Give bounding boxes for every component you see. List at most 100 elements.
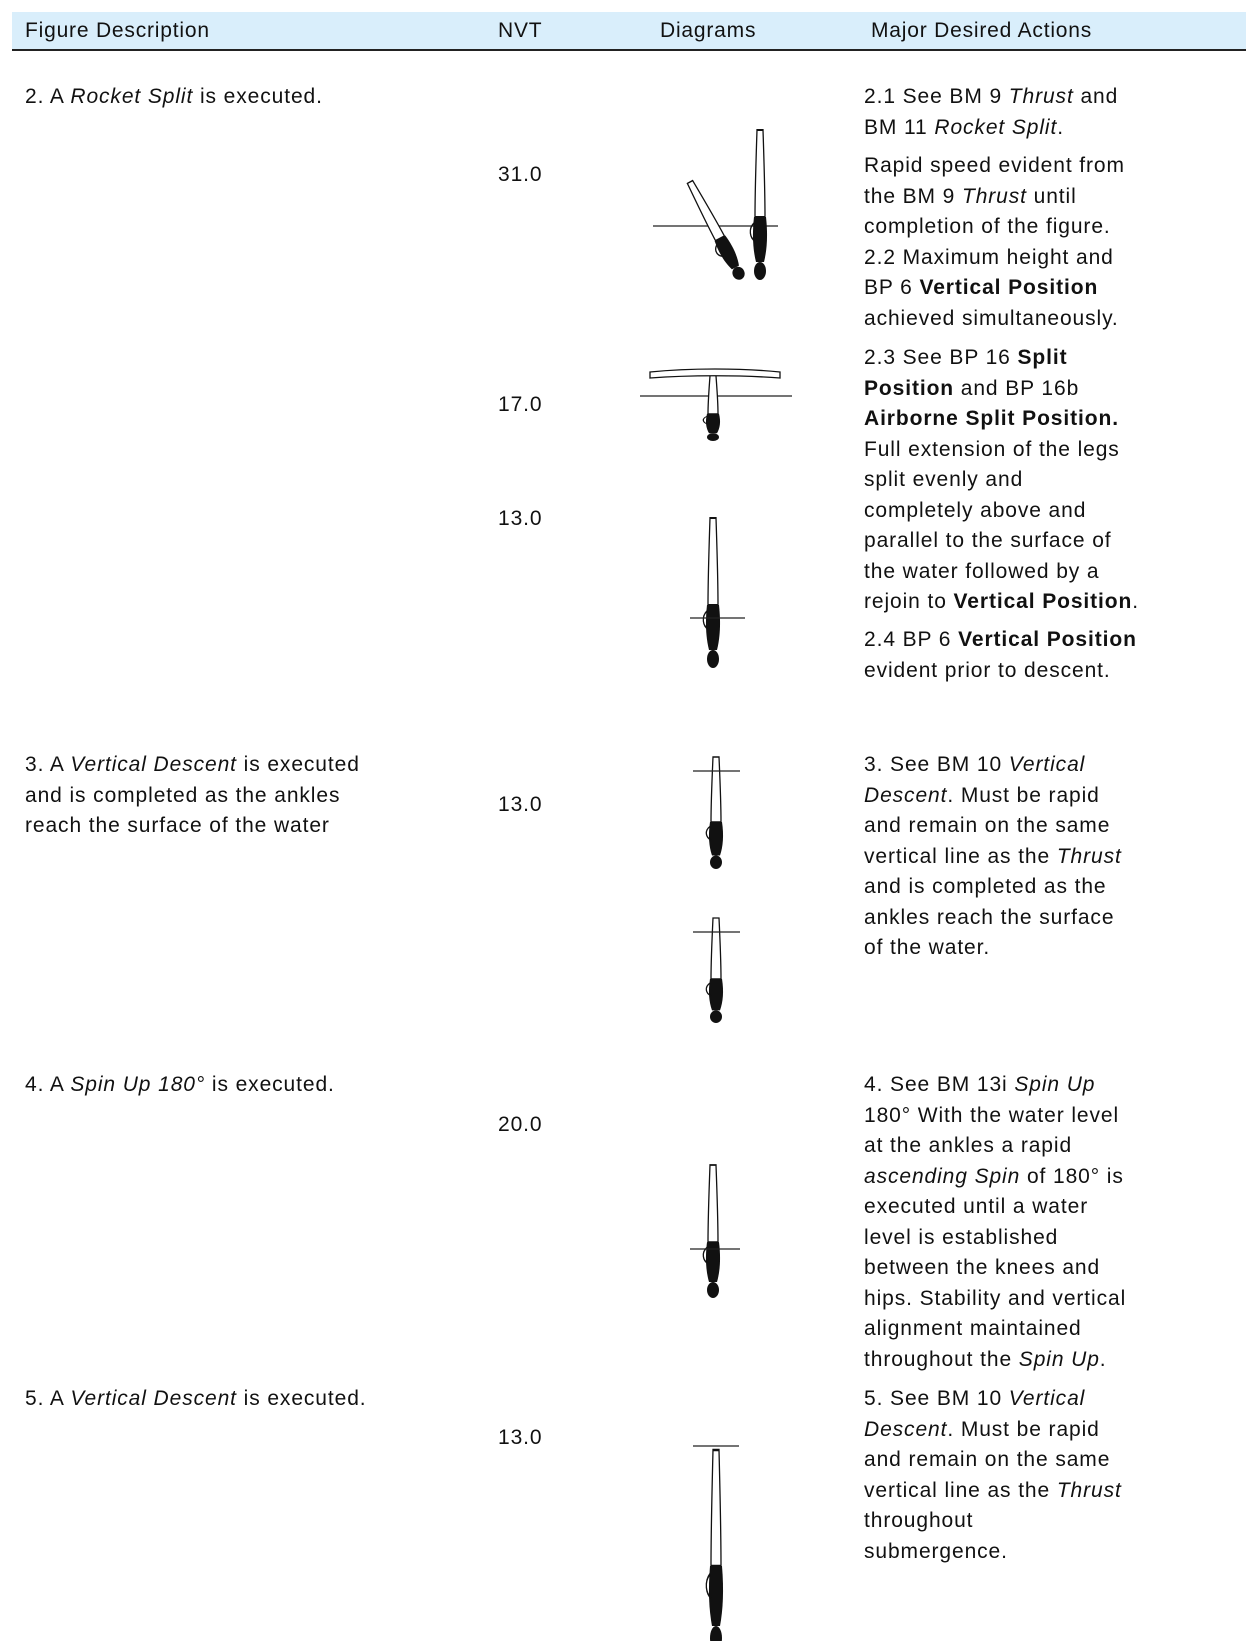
nvt-value: 20.0	[498, 1113, 543, 1136]
text-run: and BP 16b	[954, 376, 1080, 400]
bold-run: Vertical Position	[958, 628, 1137, 651]
text-run: throughout	[864, 1509, 974, 1532]
text-line: Full extension of the legs	[864, 435, 1120, 465]
bold-run: Split	[1017, 346, 1068, 369]
text-run: 5. A	[25, 1387, 71, 1410]
nvt-value: 13.0	[498, 507, 543, 530]
text-line: 5. See BM 10 Vertical	[864, 1384, 1085, 1414]
text-run: 2.3 See BP 16	[864, 346, 1018, 369]
table-header: Figure Description NVT Diagrams Major De…	[12, 12, 1246, 51]
header-cell: Diagrams	[660, 19, 757, 42]
text-run: and is completed as the ankles	[25, 783, 341, 807]
text-run: reach the surface of the water	[25, 814, 330, 837]
text-run: 2. A	[25, 85, 71, 108]
text-run: between the knees and	[864, 1256, 1101, 1279]
text-run: the BM 9	[864, 184, 962, 208]
text-line: hips. Stability and vertical	[864, 1284, 1126, 1314]
text-line: 4. See BM 13i Spin Up	[864, 1070, 1095, 1100]
nvt-value: 31.0	[498, 163, 543, 186]
text-line: parallel to the surface of	[864, 526, 1112, 556]
text-line: and remain on the same	[864, 1445, 1110, 1475]
swimmer-figure	[705, 917, 724, 1024]
text-run: the water followed by a	[864, 559, 1100, 583]
text-run: 2.2 Maximum height and	[864, 245, 1114, 269]
nvt-value: 13.0	[498, 793, 543, 816]
italic-run: Vertical	[1008, 1387, 1086, 1410]
text-run: executed until a water	[864, 1195, 1089, 1218]
text-run: 2.4 BP 6	[864, 628, 959, 651]
text-line: 180° With the water level	[864, 1101, 1119, 1131]
text-run: and remain on the same	[864, 1448, 1111, 1471]
italic-run: Rocket Split	[70, 85, 194, 108]
italic-run: Thrust	[1056, 1478, 1122, 1502]
italic-run: Vertical	[1008, 753, 1086, 776]
text-line: alignment maintained	[864, 1314, 1082, 1344]
text-run: .	[1132, 590, 1139, 613]
text-run: throughout the	[864, 1347, 1019, 1371]
text-line: ascending Spin of 180° is	[864, 1162, 1124, 1192]
text-run: achieved simultaneously.	[864, 306, 1119, 330]
text-run: BM 11	[864, 115, 935, 139]
text-line: the water followed by a	[864, 557, 1100, 587]
text-line: achieved simultaneously.	[864, 304, 1119, 334]
text-run: BP 6	[864, 276, 920, 299]
text-run: level is established	[864, 1225, 1059, 1249]
text-run: . Must be rapid	[947, 783, 1100, 807]
text-run: until	[1026, 184, 1077, 208]
header-cell: Major Desired Actions	[871, 19, 1093, 42]
text-line: Airborne Split Position.	[864, 404, 1119, 434]
text-run: is executed	[236, 753, 360, 776]
text-run: alignment maintained	[864, 1317, 1082, 1340]
text-run: submergence.	[864, 1539, 1008, 1563]
text-line: BP 6 Vertical Position	[864, 273, 1098, 303]
text-run: vertical line as the	[864, 1478, 1057, 1502]
italic-run: Spin Up	[1018, 1347, 1100, 1371]
text-line: and is completed as the ankles	[25, 781, 340, 811]
italic-run: Thrust	[961, 184, 1027, 208]
text-run: ankles reach the surface	[864, 905, 1115, 929]
text-line: ankles reach the surface	[864, 903, 1114, 933]
text-line: 3. See BM 10 Vertical	[864, 750, 1085, 780]
text-line: and is completed as the	[864, 872, 1107, 902]
italic-run: Rocket Split	[934, 115, 1058, 139]
text-run: parallel to the surface of	[864, 529, 1112, 552]
italic-run: Thrust	[1056, 844, 1122, 868]
text-line: 2.1 See BM 9 Thrust and	[864, 82, 1118, 112]
text-line: reach the surface of the water	[25, 811, 330, 841]
text-line: vertical line as the Thrust	[864, 842, 1122, 872]
text-line: 3. A Vertical Descent is executed	[25, 750, 360, 780]
italic-run: Descent	[864, 1417, 948, 1441]
text-run: of 180° is	[1020, 1164, 1124, 1188]
italic-run: Spin Up 180°	[70, 1073, 206, 1096]
swimmer-figure	[749, 129, 769, 281]
text-run: vertical line as the	[864, 844, 1057, 868]
swimmer-figure	[705, 756, 724, 870]
text-run: 3. See BM 10	[864, 753, 1009, 776]
text-line: 2.4 BP 6 Vertical Position	[864, 625, 1137, 655]
text-run: is executed.	[236, 1387, 367, 1410]
text-line: throughout	[864, 1506, 973, 1536]
swimmer-figure	[702, 517, 722, 669]
text-line: evident prior to descent.	[864, 656, 1111, 686]
text-run: is executed.	[205, 1073, 335, 1096]
text-run: and	[1073, 85, 1119, 108]
text-line: at the ankles a rapid	[864, 1131, 1072, 1161]
text-run: Rapid speed evident from	[864, 154, 1125, 177]
text-run: hips. Stability and vertical	[864, 1286, 1127, 1310]
text-line: Descent. Must be rapid	[864, 781, 1100, 811]
text-run: and is completed as the	[864, 875, 1107, 898]
text-line: 2. A Rocket Split is executed.	[25, 82, 323, 112]
text-run: . Must be rapid	[947, 1417, 1100, 1441]
text-run: at the ankles a rapid	[864, 1134, 1073, 1157]
text-line: level is established	[864, 1223, 1058, 1253]
bold-run: Vertical Position	[919, 276, 1099, 299]
swimmer-figure	[702, 1164, 721, 1299]
text-line: the BM 9 Thrust until	[864, 182, 1077, 212]
text-run: rejoin to	[864, 590, 954, 613]
text-line: BM 11 Rocket Split.	[864, 113, 1064, 143]
text-line: 2.3 See BP 16 Split	[864, 343, 1068, 373]
text-line: submergence.	[864, 1537, 1008, 1567]
